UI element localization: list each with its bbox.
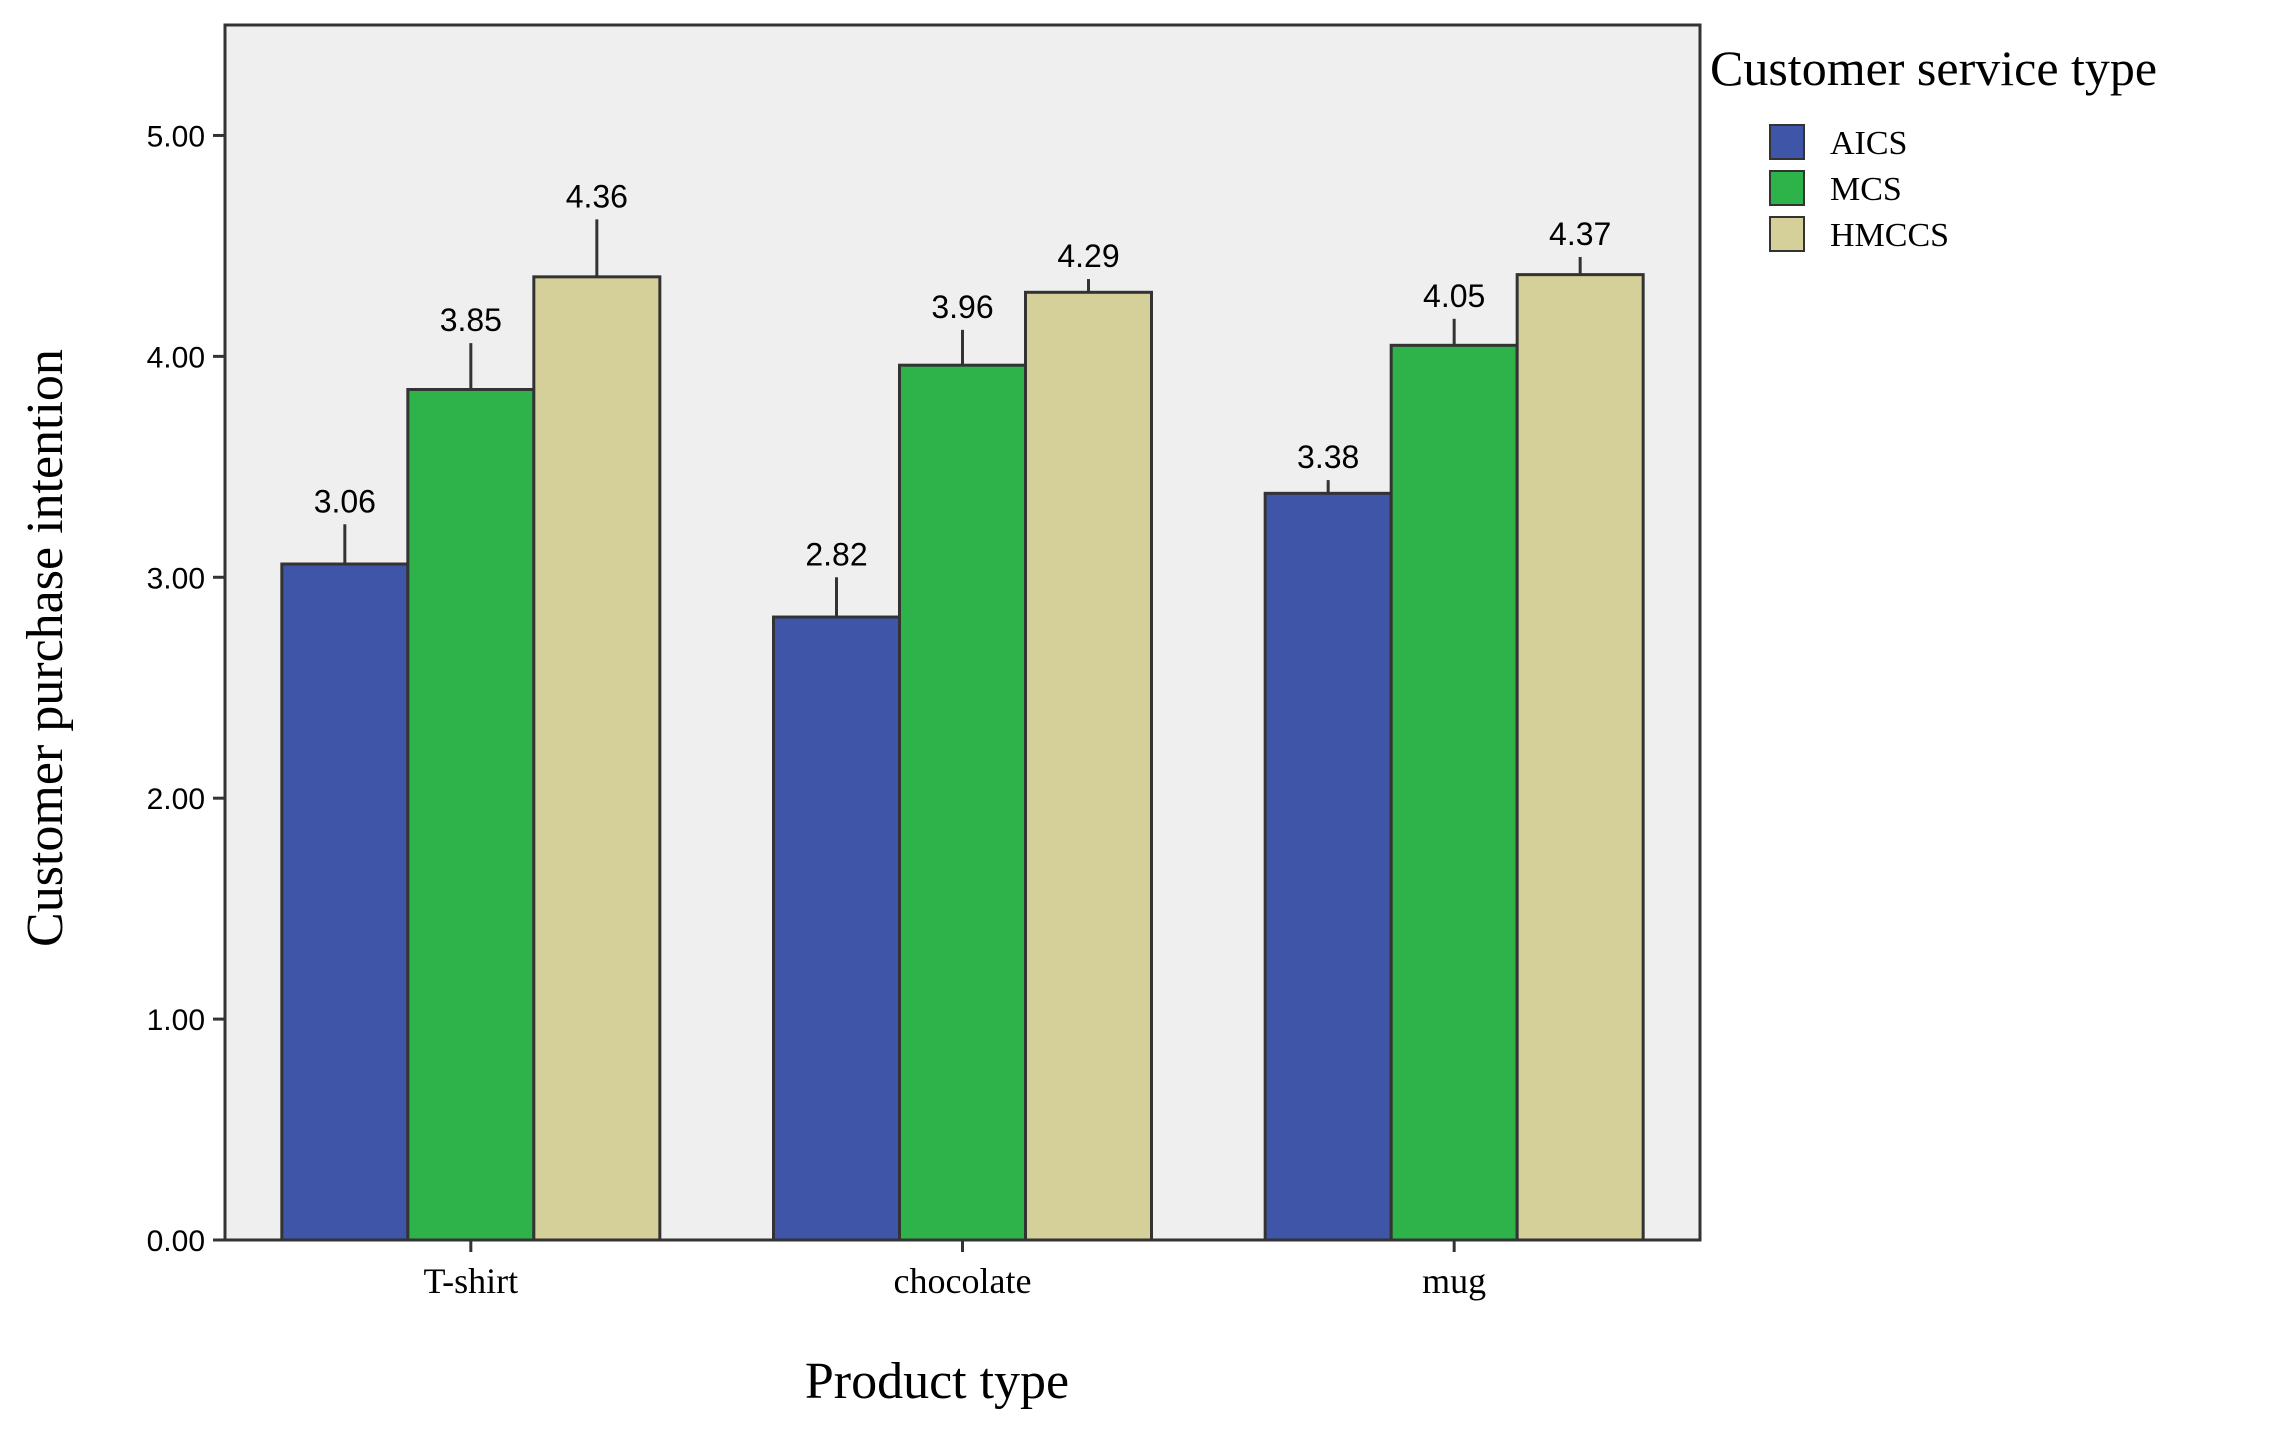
bar-aics-t-shirt bbox=[280, 562, 410, 1242]
x-category-label: chocolate bbox=[894, 1261, 1032, 1301]
legend-title: Customer service type bbox=[1710, 40, 2157, 96]
x-category-label: mug bbox=[1422, 1261, 1486, 1301]
y-tick-label: 2.00 bbox=[147, 783, 205, 816]
legend-label-hmccs: HMCCS bbox=[1830, 217, 1949, 254]
x-axis-title: Product type bbox=[805, 1353, 1069, 1410]
data-label: 3.85 bbox=[440, 302, 502, 338]
legend-label-mcs: MCS bbox=[1830, 171, 1902, 208]
bar-mcs-mug bbox=[1389, 343, 1519, 1242]
bar-hmccs-mug bbox=[1515, 273, 1645, 1242]
data-label: 4.36 bbox=[566, 178, 628, 214]
y-tick-label: 1.00 bbox=[147, 1004, 205, 1037]
data-label: 4.37 bbox=[1549, 216, 1611, 252]
legend-swatch-mcs bbox=[1769, 170, 1805, 206]
y-tick-label: 3.00 bbox=[147, 562, 205, 595]
bar-mcs-chocolate bbox=[898, 363, 1027, 1242]
data-label: 3.38 bbox=[1297, 439, 1359, 475]
y-tick-label: 0.00 bbox=[147, 1225, 205, 1258]
y-axis-title: Customer purchase intention bbox=[17, 349, 74, 947]
data-label: 4.29 bbox=[1057, 238, 1119, 274]
legend-swatch-hmccs bbox=[1769, 216, 1805, 252]
data-label: 2.82 bbox=[805, 536, 867, 572]
legend: AICS MCS HMCCS bbox=[1769, 124, 1949, 254]
bar-hmccs-t-shirt bbox=[532, 275, 662, 1242]
y-tick-label: 4.00 bbox=[147, 341, 205, 374]
data-label: 3.96 bbox=[931, 289, 993, 325]
x-axis-category-labels: T-shirt chocolate mug bbox=[423, 1240, 1486, 1301]
x-category-label: T-shirt bbox=[423, 1261, 518, 1301]
bar-hmccs-chocolate bbox=[1024, 290, 1153, 1242]
y-axis-ticks: 0.00 1.00 2.00 3.00 4.00 5.00 bbox=[147, 120, 225, 1258]
bar-aics-mug bbox=[1263, 491, 1393, 1242]
data-label: 3.06 bbox=[314, 483, 376, 519]
bar-aics-chocolate bbox=[772, 615, 901, 1242]
legend-swatch-aics bbox=[1769, 124, 1805, 160]
y-tick-label: 5.00 bbox=[147, 120, 205, 153]
data-label: 4.05 bbox=[1423, 278, 1485, 314]
bar-mcs-t-shirt bbox=[406, 388, 536, 1242]
legend-label-aics: AICS bbox=[1830, 125, 1907, 162]
